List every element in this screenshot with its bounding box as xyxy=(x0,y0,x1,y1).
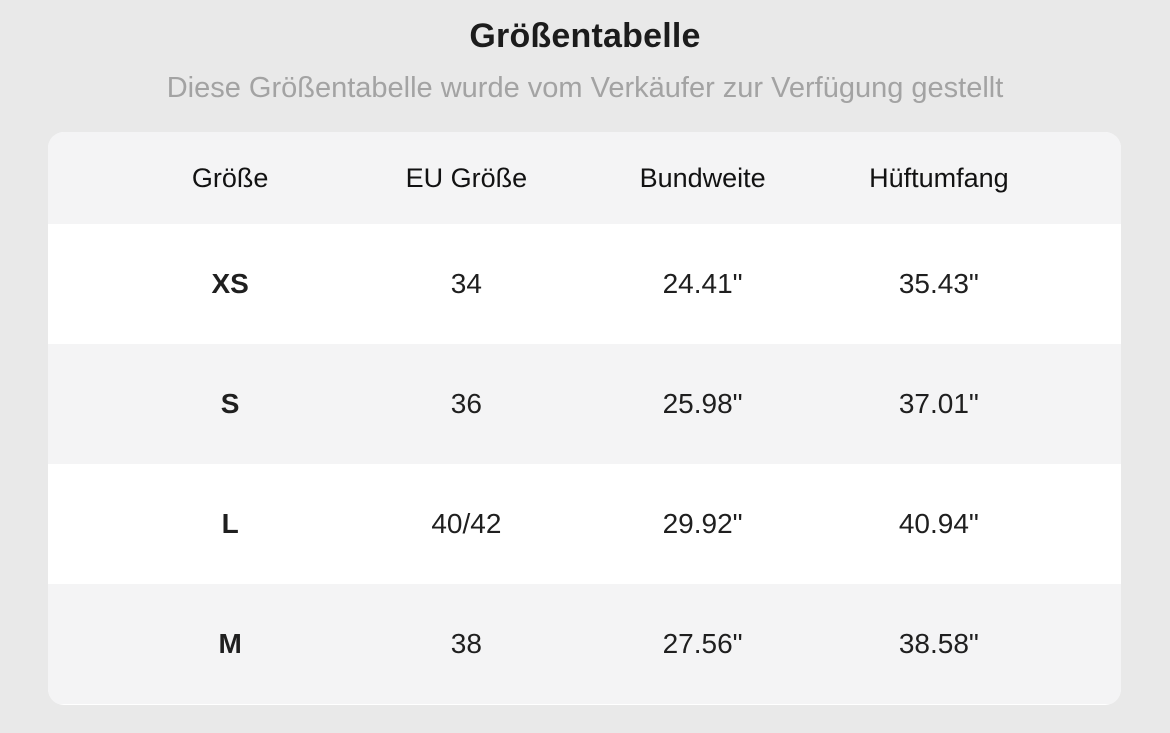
cell-size: L xyxy=(221,508,239,539)
cell-eu-size: 34 xyxy=(450,268,482,299)
cell-eu-size: 36 xyxy=(450,388,482,419)
cell-hip: 38.58" xyxy=(898,628,979,659)
cell-hip: 35.43" xyxy=(898,268,979,299)
cell-waist: 29.92" xyxy=(662,508,743,539)
column-header-eu-groesse: EU Größe xyxy=(405,162,528,193)
table-header-row: Größe EU Größe Bundweite Hüftumfang xyxy=(48,132,1121,224)
table-row: M 38 27.56" 38.58" xyxy=(48,584,1121,704)
cell-waist: 25.98" xyxy=(662,388,743,419)
table-row: S 36 25.98" 37.01" xyxy=(48,344,1121,464)
page-subtitle: Diese Größentabelle wurde vom Verkäufer … xyxy=(166,72,1004,104)
column-header-bundweite: Bundweite xyxy=(639,162,766,193)
cell-size: XS xyxy=(211,268,249,299)
table-row: L 40/42 29.92" 40.94" xyxy=(48,464,1121,584)
cell-hip: 37.01" xyxy=(898,388,979,419)
column-header-groesse: Größe xyxy=(191,162,269,193)
cell-eu-size: 40/42 xyxy=(431,508,502,539)
cell-waist: 24.41" xyxy=(662,268,743,299)
cell-hip: 40.94" xyxy=(898,508,979,539)
cell-waist: 27.56" xyxy=(662,628,743,659)
size-chart-card: Größe EU Größe Bundweite Hüftumfang XS 3… xyxy=(48,132,1121,705)
page-title: Größentabelle xyxy=(469,17,701,55)
table-row: XS 34 24.41" 35.43" xyxy=(48,224,1121,344)
cell-size: M xyxy=(218,628,242,659)
column-header-hueftumfang: Hüftumfang xyxy=(869,162,1009,193)
cell-eu-size: 38 xyxy=(450,628,482,659)
cell-size: S xyxy=(220,388,240,419)
